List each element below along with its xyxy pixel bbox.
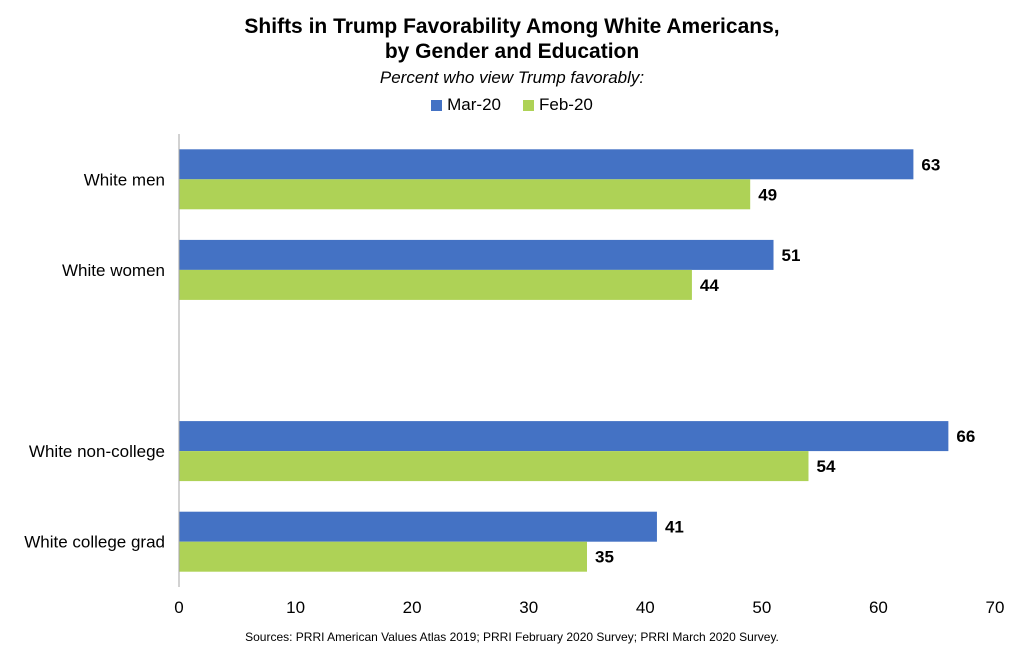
bar-mar-20-white-college-grad [179,511,657,542]
bar-feb-20-white-college-grad [179,541,587,572]
x-tick-label-60: 60 [869,598,888,617]
bar-feb-20-white-men [179,179,751,210]
data-label-feb-20-white-non-college: 54 [816,457,835,476]
data-label-feb-20-white-men: 49 [758,185,777,204]
x-tick-label-70: 70 [986,598,1005,617]
legend-swatch-mar-20 [431,99,443,111]
x-tick-label-30: 30 [519,598,538,617]
legend-item-feb-20: Feb-20 [522,95,593,115]
category-label-white-men: White men [84,170,165,189]
category-label-white-non-college: White non-college [29,442,165,461]
chart-title-line-2: by Gender and Education [384,40,640,63]
chart-title-line-1: Shifts in Trump Favorability Among White… [244,15,780,38]
x-tick-label-50: 50 [752,598,771,617]
data-label-feb-20-white-women: 44 [700,276,719,295]
bar-mar-20-white-non-college [179,421,949,452]
legend-item-mar-20: Mar-20 [431,95,501,115]
legend: Mar-20 Feb-20 [0,95,1024,115]
x-tick-label-10: 10 [286,598,305,617]
legend-label-mar-20: Mar-20 [447,95,501,114]
data-label-mar-20-white-non-college: 66 [956,427,975,446]
data-label-feb-20-white-college-grad: 35 [595,548,614,567]
source-note: Sources: PRRI American Values Atlas 2019… [245,630,779,644]
legend-label-feb-20: Feb-20 [538,95,593,114]
legend-swatch-feb-20 [522,99,534,111]
category-label-white-women: White women [62,261,165,280]
bar-feb-20-white-non-college [179,451,809,482]
data-label-mar-20-white-women: 51 [782,246,801,265]
x-tick-label-20: 20 [403,598,422,617]
bar-feb-20-white-women [179,269,692,300]
data-label-mar-20-white-college-grad: 41 [665,518,684,537]
chart-subtitle: Percent who view Trump favorably: [379,68,645,87]
bar-mar-20-white-women [179,239,774,270]
x-tick-label-0: 0 [174,598,183,617]
x-tick-label-40: 40 [636,598,655,617]
category-label-white-college-grad: White college grad [24,533,165,552]
data-label-mar-20-white-men: 63 [921,155,940,174]
bar-mar-20-white-men [179,149,914,180]
